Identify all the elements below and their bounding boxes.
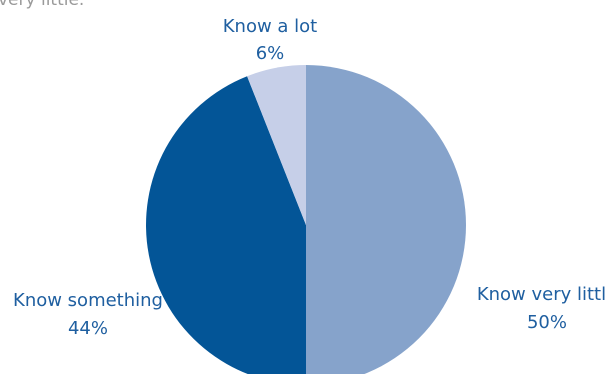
slice-value-know-a-lot: 6% bbox=[256, 43, 285, 64]
pie-slice-know-something bbox=[146, 76, 306, 374]
pie-labels: Know very little 50% Know something 44% … bbox=[13, 16, 605, 339]
slice-label-know-very-little: Know very little bbox=[477, 284, 605, 305]
slice-label-know-a-lot: Know a lot bbox=[223, 16, 318, 37]
slice-value-know-something: 44% bbox=[68, 318, 108, 339]
slice-value-know-very-little: 50% bbox=[527, 312, 567, 333]
slice-label-know-something: Know something bbox=[13, 290, 163, 311]
pie-slice-know-very-little bbox=[306, 65, 466, 374]
pie-slices bbox=[146, 65, 466, 374]
chart-caption-fragment: very little. bbox=[0, 0, 85, 10]
pie-slice-know-a-lot bbox=[247, 65, 306, 225]
